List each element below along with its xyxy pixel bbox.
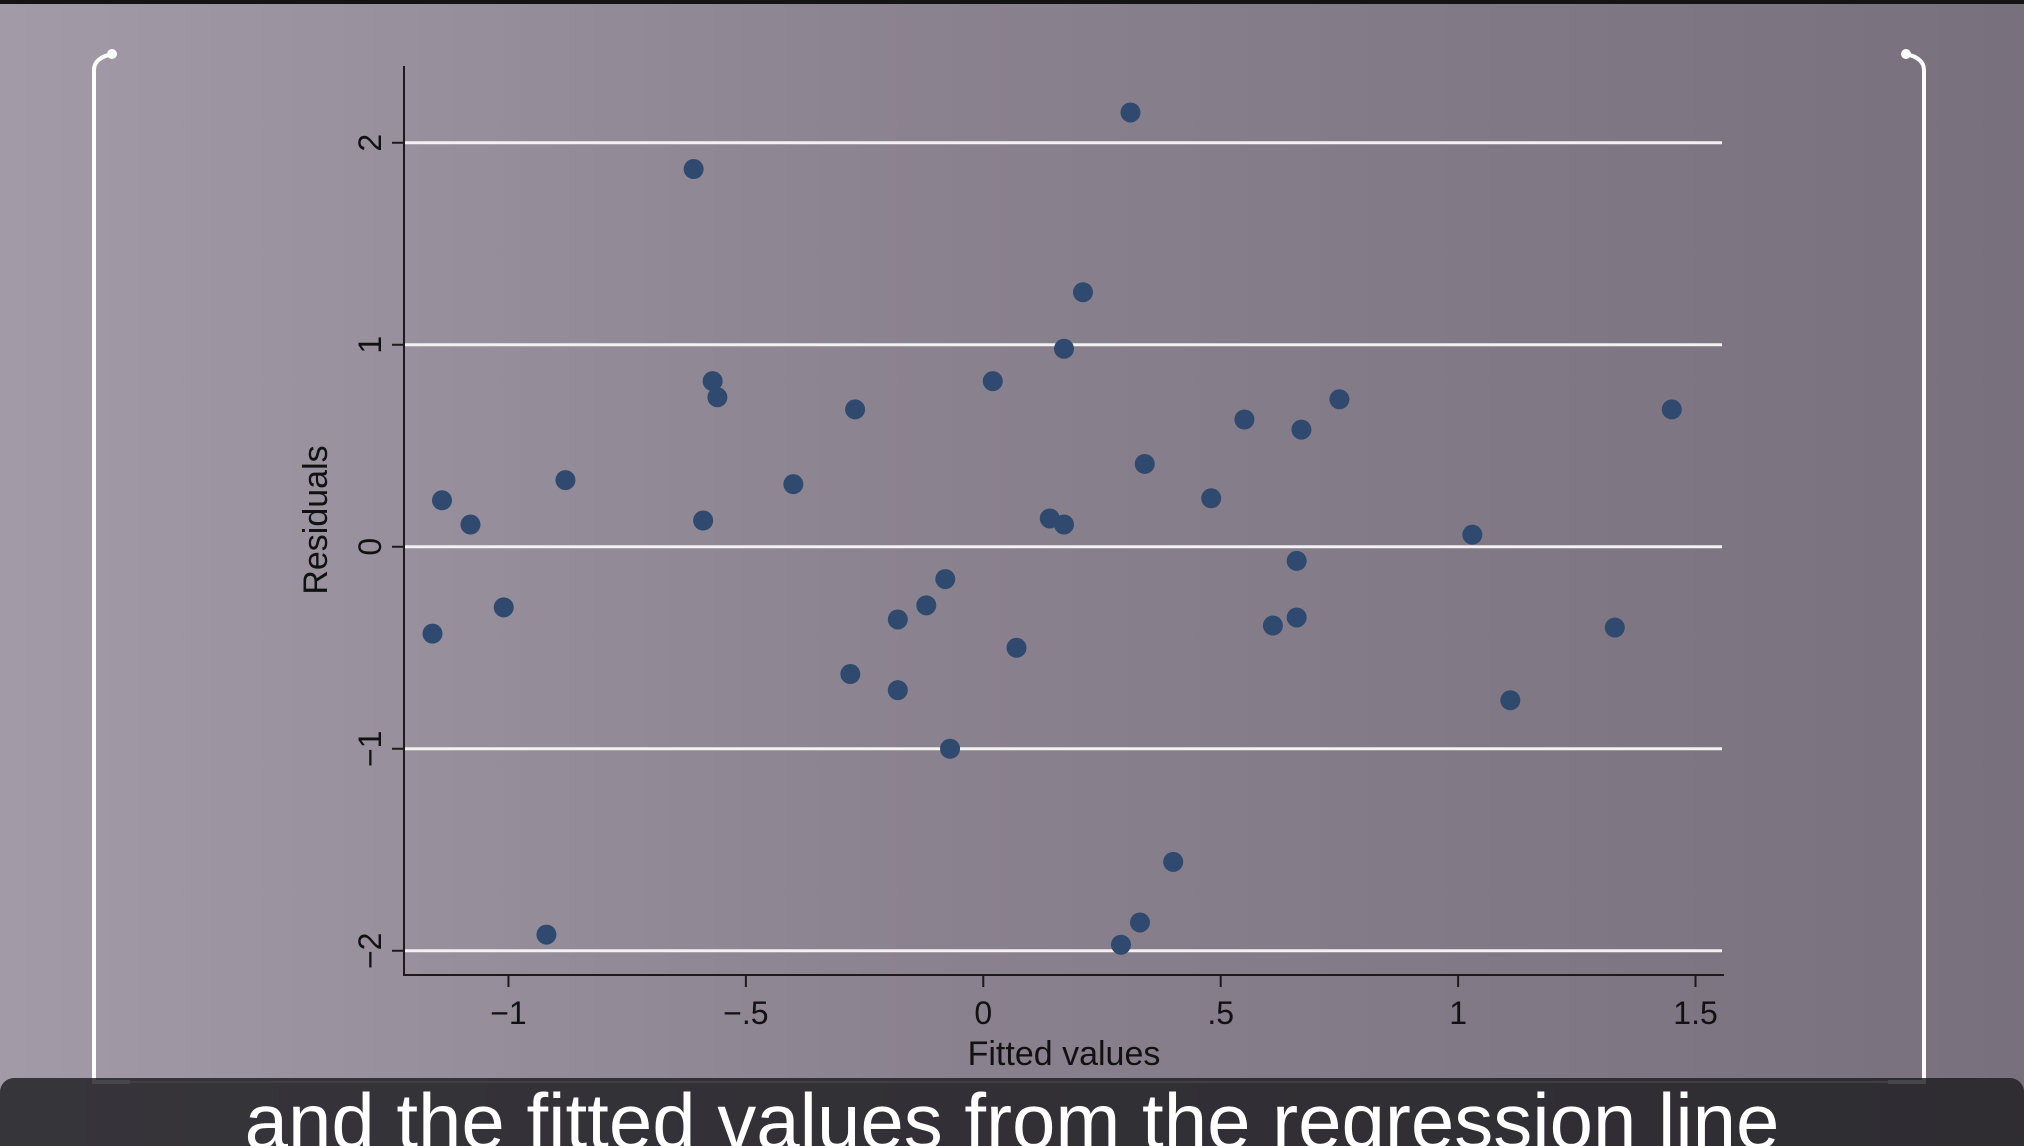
y-axis-label: Residuals — [297, 445, 335, 594]
data-point — [1500, 690, 1521, 711]
data-point — [702, 371, 723, 392]
data-point — [1110, 934, 1131, 955]
data-point — [460, 514, 481, 535]
y-tick-label: −2 — [352, 933, 388, 969]
x-tick-label: −1 — [490, 995, 526, 1031]
data-point — [982, 371, 1003, 392]
subtitle-text: and the fitted values from the regressio… — [244, 1078, 1780, 1146]
data-point — [1604, 617, 1625, 638]
data-point — [783, 474, 804, 495]
axes — [403, 66, 1724, 976]
data-point — [1201, 488, 1222, 509]
frame-bracket-right — [1888, 52, 1926, 1084]
data-point — [1329, 389, 1350, 410]
data-point — [1462, 524, 1483, 545]
data-point — [693, 510, 714, 531]
data-points — [422, 102, 1682, 955]
frame-bracket-left — [92, 52, 130, 1084]
data-point — [935, 569, 956, 590]
frame-knob-left — [107, 49, 117, 59]
data-point — [1129, 912, 1150, 933]
data-point — [1163, 851, 1184, 872]
data-point — [493, 597, 514, 618]
data-point — [1120, 102, 1141, 123]
top-border — [0, 0, 2024, 4]
data-point — [707, 387, 728, 408]
x-tick-label: 1.5 — [1673, 995, 1717, 1031]
gridlines — [404, 141, 1722, 953]
data-point — [1006, 637, 1027, 658]
x-tick-label: 1 — [1449, 995, 1467, 1031]
data-point — [431, 490, 452, 511]
data-point — [683, 159, 704, 180]
x-axis-label: Fitted values — [968, 1035, 1161, 1073]
y-tick-label: 0 — [352, 538, 388, 556]
frame-knob-right — [1901, 49, 1911, 59]
data-point — [1286, 607, 1307, 628]
data-point — [887, 609, 908, 630]
data-point — [1291, 419, 1312, 440]
data-point — [1054, 338, 1074, 359]
data-point — [1054, 514, 1074, 535]
y-tick-label: 2 — [352, 134, 388, 152]
y-tick-label: −1 — [352, 731, 388, 767]
data-point — [940, 738, 961, 759]
x-tick-label: .5 — [1207, 995, 1234, 1031]
data-point — [1072, 282, 1093, 303]
data-point — [887, 680, 908, 701]
data-point — [1134, 453, 1155, 474]
data-point — [555, 470, 576, 491]
data-point — [845, 399, 866, 420]
x-tick-label: 0 — [974, 995, 992, 1031]
data-point — [1234, 409, 1255, 430]
data-point — [1262, 615, 1283, 636]
data-point — [422, 623, 443, 644]
data-point — [1661, 399, 1682, 420]
y-tick-label: 1 — [352, 336, 388, 354]
data-point — [840, 664, 861, 685]
x-tick-label: −.5 — [723, 995, 768, 1031]
ticks: −2 −1 0 1 2 −1 −.5 0 .5 1 1.5 — [352, 134, 1718, 1031]
data-point — [916, 595, 937, 616]
subtitle-bar: and the fitted values from the regressio… — [0, 1078, 2024, 1146]
data-point — [536, 924, 557, 945]
data-point — [1286, 550, 1307, 571]
